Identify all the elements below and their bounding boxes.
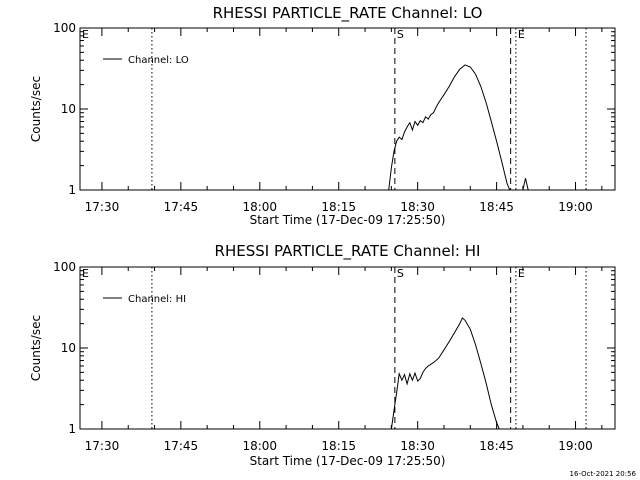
- panels: RHESSI PARTICLE_RATE Channel: LO 17:30 17:…: [29, 4, 616, 468]
- x-tick-label: 17:45: [164, 200, 199, 214]
- y-tick-label: 10: [61, 341, 76, 355]
- x-tick-label: 19:00: [558, 200, 593, 214]
- time-marker-label: S: [397, 28, 404, 41]
- x-tick-label: 18:00: [242, 439, 277, 453]
- chart-title: RHESSI PARTICLE_RATE Channel: HI: [215, 242, 481, 261]
- x-axis-label: Start Time (17-Dec-09 17:25:50): [250, 213, 446, 227]
- x-tick-label: 18:30: [400, 200, 435, 214]
- y-tick-label: 100: [53, 21, 76, 35]
- chart-title: RHESSI PARTICLE_RATE Channel: LO: [213, 4, 483, 23]
- y-tick-label: 1: [68, 422, 76, 436]
- x-tick-label: 17:45: [164, 439, 199, 453]
- y-axis-label: Counts/sec: [29, 76, 43, 142]
- x-tick-label: 19:00: [558, 439, 593, 453]
- timestamp: 16-Oct-2021 20:56: [570, 470, 637, 478]
- x-tick-label: 18:15: [321, 200, 356, 214]
- legend-label: Channel: HI: [128, 294, 186, 305]
- y-tick-label: 1: [68, 183, 76, 197]
- y-axis-label: Counts/sec: [29, 315, 43, 381]
- y-tick-label: 10: [61, 102, 76, 116]
- y-tick-label: 100: [53, 260, 76, 274]
- legend-label: Channel: LO: [128, 55, 189, 66]
- x-tick-label: 18:30: [400, 439, 435, 453]
- x-tick-label: 18:45: [479, 439, 514, 453]
- time-marker-label: E: [518, 28, 525, 41]
- panel-2: RHESSI PARTICLE_RATE Channel: HI 17:30 17:…: [29, 242, 616, 468]
- panel-1: RHESSI PARTICLE_RATE Channel: LO 17:30 17:…: [29, 4, 616, 227]
- x-axis-label: Start Time (17-Dec-09 17:25:50): [250, 454, 446, 468]
- x-tick-label: 18:00: [242, 200, 277, 214]
- x-tick-label: 18:45: [479, 200, 514, 214]
- time-marker-label: E: [518, 267, 525, 280]
- x-tick-label: 18:15: [321, 439, 356, 453]
- series-line: [390, 317, 500, 430]
- x-tick-label: 17:30: [85, 439, 120, 453]
- edge-marker-label: E: [82, 267, 89, 280]
- edge-marker-label: E: [82, 28, 89, 41]
- x-tick-label: 17:30: [85, 200, 120, 214]
- time-marker-label: S: [397, 267, 404, 280]
- series-line: [388, 64, 529, 191]
